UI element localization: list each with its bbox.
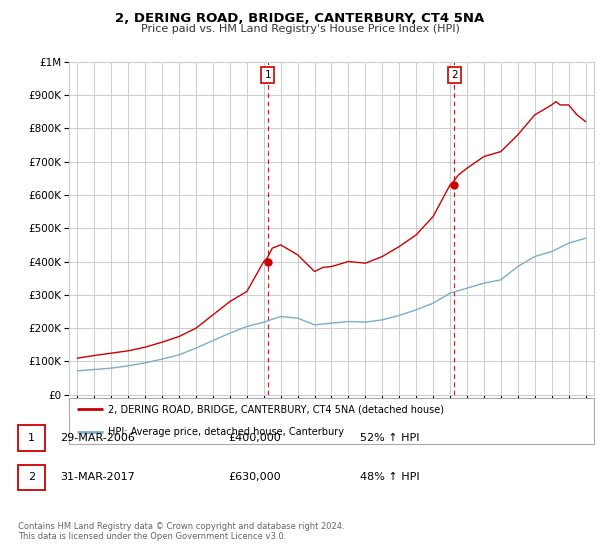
Text: 29-MAR-2006: 29-MAR-2006 bbox=[60, 433, 135, 443]
Text: 2, DERING ROAD, BRIDGE, CANTERBURY, CT4 5NA (detached house): 2, DERING ROAD, BRIDGE, CANTERBURY, CT4 … bbox=[109, 404, 445, 414]
Text: HPI: Average price, detached house, Canterbury: HPI: Average price, detached house, Cant… bbox=[109, 427, 344, 437]
Text: 2, DERING ROAD, BRIDGE, CANTERBURY, CT4 5NA: 2, DERING ROAD, BRIDGE, CANTERBURY, CT4 … bbox=[115, 12, 485, 25]
FancyBboxPatch shape bbox=[18, 426, 45, 451]
Text: 31-MAR-2017: 31-MAR-2017 bbox=[60, 473, 135, 482]
Text: £630,000: £630,000 bbox=[228, 473, 281, 482]
Text: 2: 2 bbox=[451, 70, 458, 80]
Text: 2: 2 bbox=[28, 473, 35, 482]
Text: 1: 1 bbox=[28, 433, 35, 443]
Text: Price paid vs. HM Land Registry's House Price Index (HPI): Price paid vs. HM Land Registry's House … bbox=[140, 24, 460, 34]
Text: 52% ↑ HPI: 52% ↑ HPI bbox=[360, 433, 419, 443]
FancyBboxPatch shape bbox=[18, 465, 45, 490]
Text: 1: 1 bbox=[265, 70, 271, 80]
Text: Contains HM Land Registry data © Crown copyright and database right 2024.: Contains HM Land Registry data © Crown c… bbox=[18, 522, 344, 531]
Text: £400,000: £400,000 bbox=[228, 433, 281, 443]
Text: 48% ↑ HPI: 48% ↑ HPI bbox=[360, 473, 419, 482]
Text: This data is licensed under the Open Government Licence v3.0.: This data is licensed under the Open Gov… bbox=[18, 532, 286, 541]
